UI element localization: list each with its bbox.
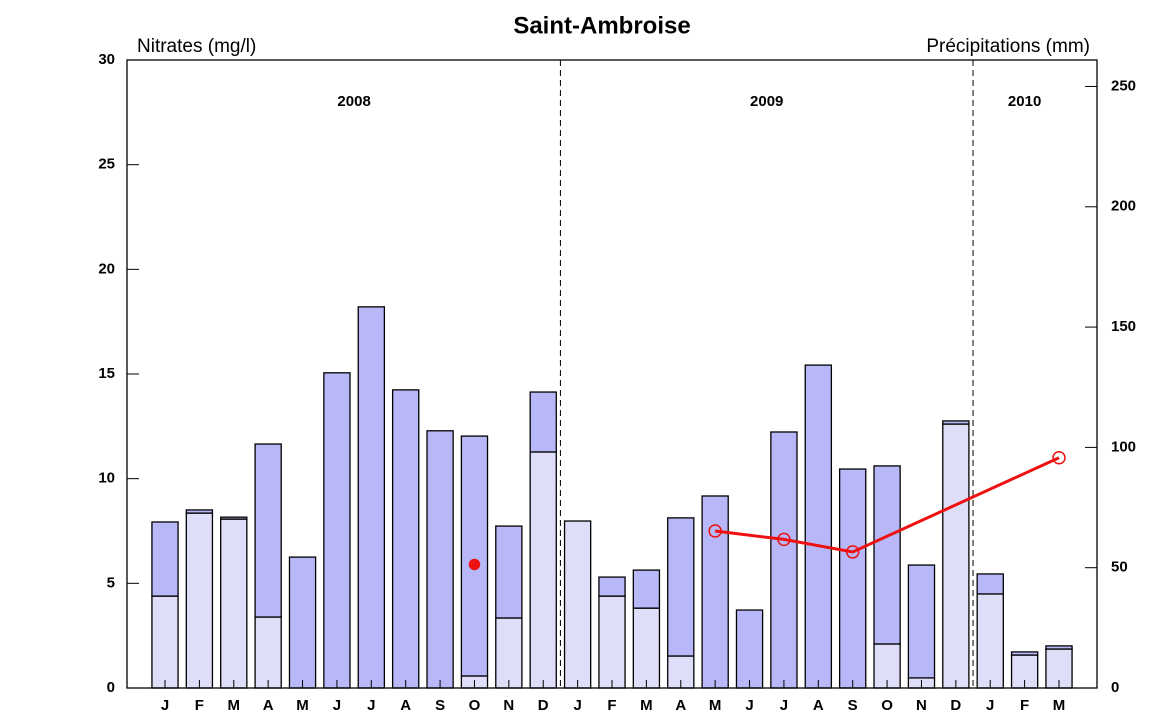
x-tick-label: A: [400, 697, 411, 714]
bar-segment: [735, 609, 764, 689]
y2-tick-label: 50: [1111, 559, 1128, 576]
bar-segment: [907, 564, 936, 679]
y-tick-label: 0: [107, 679, 115, 696]
y2-tick-label: 150: [1111, 318, 1136, 335]
x-tick-label: M: [228, 697, 241, 714]
y2-tick-label: 200: [1111, 198, 1136, 215]
bar-segment: [1045, 645, 1073, 650]
nitrate-point: [468, 558, 481, 571]
x-tick-label: M: [296, 697, 309, 714]
bar-segment: [529, 451, 557, 689]
y-tick-label: 30: [98, 51, 115, 68]
x-tick-label: S: [848, 697, 858, 714]
bar-segment: [495, 617, 523, 689]
bar-segment: [151, 595, 179, 689]
bar-segment: [873, 465, 901, 645]
bar-segment: [770, 431, 798, 689]
x-tick-label: D: [950, 697, 961, 714]
x-tick-label: J: [986, 697, 994, 714]
bar-segment: [254, 443, 282, 618]
year-label: 2009: [750, 93, 783, 110]
bar-segment: [804, 364, 833, 689]
y-axis-label: Nitrates (mg/l): [137, 36, 256, 57]
x-tick-label: S: [435, 697, 445, 714]
y2-tick-label: 0: [1111, 679, 1119, 696]
x-tick-label: J: [367, 697, 375, 714]
nitrate-point: [708, 524, 722, 538]
x-tick-label: F: [195, 697, 204, 714]
y-tick-label: 20: [98, 260, 115, 277]
bar-segment: [495, 525, 523, 619]
chart-title: Saint-Ambroise: [513, 12, 690, 39]
nitrate-point: [777, 532, 791, 547]
x-tick-label: J: [333, 697, 341, 714]
bar-segment: [185, 512, 214, 689]
y2-tick-label: 250: [1111, 77, 1136, 94]
x-tick-label: A: [675, 697, 686, 714]
x-tick-label: F: [1020, 697, 1029, 714]
bar-segment: [254, 616, 282, 689]
year-label: 2010: [1008, 93, 1041, 110]
bar-segment: [460, 435, 489, 677]
y2-tick-label: 100: [1111, 438, 1136, 455]
x-tick-label: M: [640, 697, 653, 714]
x-tick-label: D: [538, 697, 549, 714]
x-tick-label: O: [469, 697, 481, 714]
x-tick-label: J: [780, 697, 788, 714]
x-tick-label: M: [1053, 697, 1066, 714]
bar-segment: [598, 576, 626, 597]
x-tick-label: J: [161, 697, 169, 714]
bar-segment: [632, 569, 661, 609]
bar-segment: [632, 607, 661, 689]
bar-segment: [942, 423, 970, 689]
bar-segment: [220, 516, 248, 520]
bar-segment: [426, 430, 454, 689]
y-tick-label: 5: [107, 574, 115, 591]
bar-segment: [288, 556, 317, 689]
x-tick-label: M: [709, 697, 722, 714]
nitrate-point: [1052, 450, 1066, 465]
bar-segment: [598, 595, 626, 689]
bar-segment: [976, 593, 1004, 689]
bar-segment: [838, 468, 867, 689]
x-tick-label: A: [813, 697, 824, 714]
x-tick-label: O: [881, 697, 893, 714]
bar-segment: [323, 372, 351, 689]
x-tick-label: J: [573, 697, 581, 714]
y-tick-label: 25: [98, 156, 115, 173]
bar-segment: [357, 306, 386, 689]
bar-segment: [151, 521, 179, 597]
bar-segment: [942, 420, 970, 425]
bar-segment: [185, 509, 214, 514]
y2-axis-label: Précipitations (mm): [926, 36, 1090, 57]
bar-segment: [976, 573, 1004, 595]
y-tick-label: 15: [98, 365, 115, 382]
bar-segment: [667, 517, 695, 657]
x-tick-label: J: [745, 697, 753, 714]
x-tick-label: F: [607, 697, 616, 714]
x-tick-label: N: [503, 697, 514, 714]
nitrate-point: [845, 545, 860, 559]
bar-segment: [529, 391, 557, 453]
bar-segment: [1010, 651, 1039, 656]
bar-segment: [220, 518, 248, 689]
bar-segment: [563, 520, 592, 689]
x-tick-label: A: [263, 697, 274, 714]
bar-segment: [391, 389, 420, 689]
y-tick-label: 10: [98, 470, 115, 487]
x-tick-label: N: [916, 697, 927, 714]
year-label: 2008: [337, 93, 370, 110]
nitrate-line: [714, 456, 1060, 554]
